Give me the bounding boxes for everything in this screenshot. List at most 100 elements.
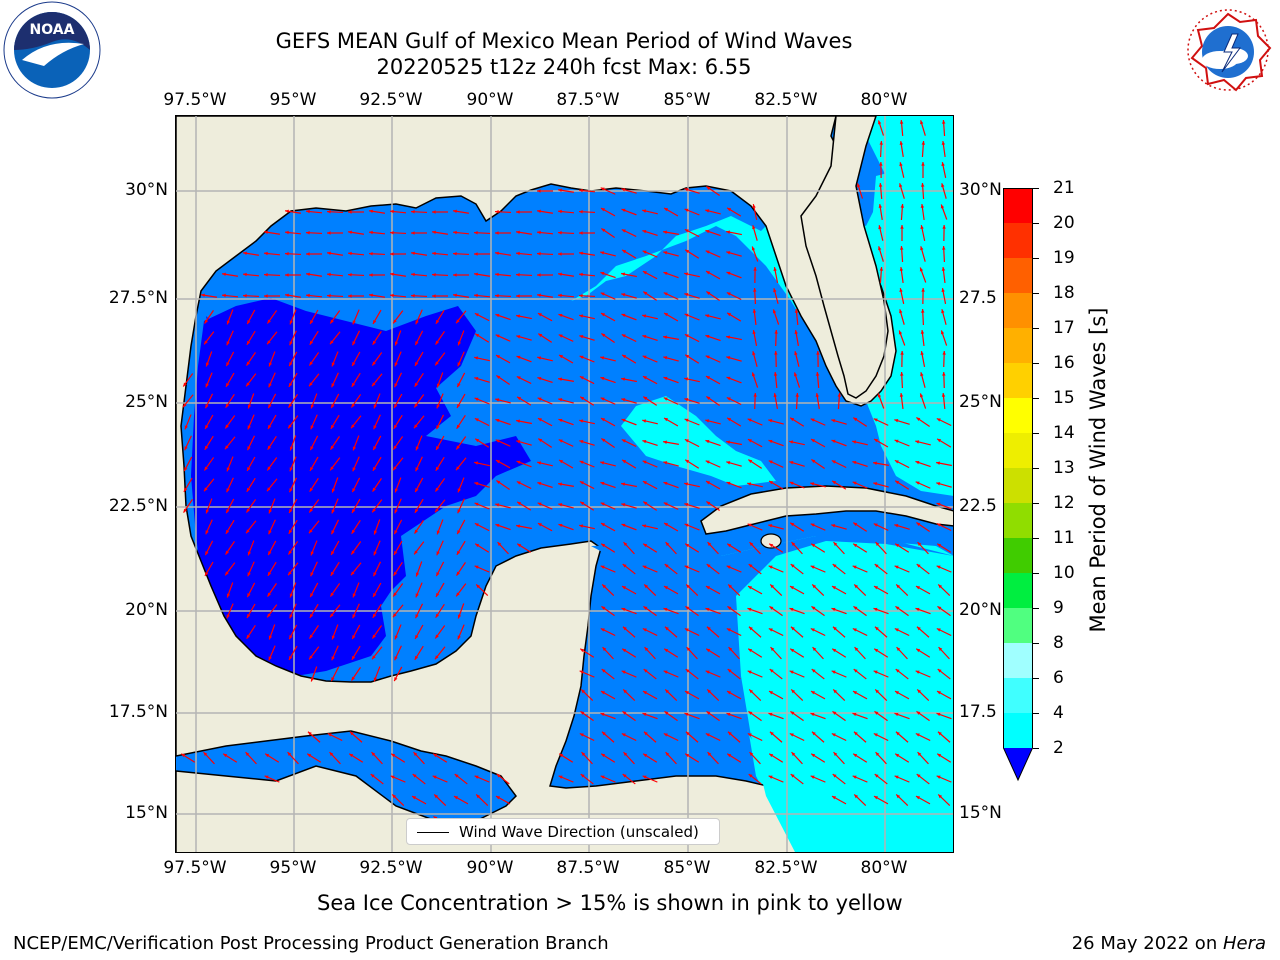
lat-label: 30°N <box>125 180 168 200</box>
wind-wave-arrowhead <box>453 293 457 298</box>
wind-wave-arrowhead <box>329 752 334 756</box>
lon-label: 97.5°W <box>163 858 227 878</box>
wind-wave-arrowhead <box>831 439 836 444</box>
wind-wave-arrowhead <box>832 711 837 715</box>
wind-wave-arrowhead <box>853 691 857 695</box>
colorbar-segment <box>1003 293 1033 329</box>
wind-wave-arrowhead <box>289 488 293 493</box>
wind-wave-arrowhead <box>941 162 945 167</box>
wind-wave-arrowhead <box>600 271 605 276</box>
wind-wave-arrowhead <box>916 522 921 526</box>
wind-wave-arrowhead <box>226 341 230 346</box>
wind-wave-arrowhead <box>537 461 542 465</box>
wind-wave-arrowhead <box>204 487 208 492</box>
land-cuba <box>700 485 953 535</box>
wind-wave-arrowhead <box>474 502 479 506</box>
wind-wave-arrowhead <box>225 403 230 408</box>
wind-wave-arrowhead <box>310 404 315 409</box>
wind-wave-arrowhead <box>474 461 479 465</box>
wind-wave-arrowhead <box>936 482 941 486</box>
wind-wave-arrowhead <box>643 501 648 506</box>
wind-wave-arrowhead <box>373 677 378 682</box>
wind-wave-arrowhead <box>456 319 460 324</box>
colorbar-segment <box>1003 398 1033 434</box>
wind-wave-arrowhead <box>414 550 418 555</box>
wind-wave-arrowhead <box>854 794 859 799</box>
wind-wave-arrowhead <box>436 383 441 388</box>
wind-wave-arrowhead <box>895 480 900 485</box>
wind-wave-arrowhead <box>309 487 314 492</box>
wind-wave-arrowhead <box>601 731 606 736</box>
noaa-logo-text: NOAA <box>30 22 75 38</box>
wind-wave-arrowhead <box>919 267 924 272</box>
wind-wave-arrowhead <box>453 230 457 235</box>
wind-wave-arrowhead <box>705 250 710 254</box>
wind-wave-arrowhead <box>600 356 605 360</box>
wind-wave-arrowhead <box>937 731 942 736</box>
colorbar-tick-mark <box>1033 713 1039 714</box>
wind-wave-arrowhead <box>537 376 542 381</box>
wind-wave-arrowhead <box>285 209 289 214</box>
wind-wave-arrowhead <box>642 355 647 359</box>
wind-wave-arrowhead <box>602 647 607 651</box>
wind-wave-arrowhead <box>497 542 502 546</box>
wind-wave-arrowhead <box>394 509 398 514</box>
wind-wave-arrowhead <box>873 607 878 612</box>
wind-wave-arrowhead <box>663 502 668 506</box>
wind-wave-arrowhead <box>288 550 292 555</box>
wind-wave-arrowhead <box>705 460 710 464</box>
wind-wave-arrowhead <box>832 480 837 485</box>
wind-wave-arrowhead <box>415 614 419 619</box>
wind-wave-arrowhead <box>942 225 946 229</box>
wind-wave-arrowhead <box>372 634 376 639</box>
lat-label: 15°N <box>125 803 168 823</box>
lon-label: 90°W <box>466 858 514 878</box>
wind-wave-arrowhead <box>601 438 606 442</box>
wind-wave-arrowhead <box>810 712 815 717</box>
wind-wave-arrowhead <box>705 229 710 234</box>
wind-wave-arrowhead <box>916 648 921 653</box>
wind-wave-arrowhead <box>852 460 857 465</box>
wind-wave-arrowhead <box>457 341 462 346</box>
wind-wave-arrowhead <box>308 529 313 534</box>
wind-wave-arrowhead <box>457 362 461 367</box>
wind-wave-arrowhead <box>664 564 669 568</box>
wind-wave-arrowhead <box>285 293 289 298</box>
wind-wave-arrowhead <box>811 439 815 443</box>
wind-wave-arrowhead <box>622 648 627 653</box>
wind-wave-arrowhead <box>621 607 626 612</box>
wind-wave-arrowhead <box>579 272 583 277</box>
wind-wave-arrowhead <box>331 488 336 493</box>
wind-wave-arrowhead <box>268 424 272 429</box>
wind-wave-arrowhead <box>246 487 251 492</box>
wind-wave-arrowhead <box>856 183 861 188</box>
lon-label: 95°W <box>269 90 317 110</box>
wind-wave-arrowhead <box>392 794 397 799</box>
wind-wave-arrowhead <box>942 351 946 355</box>
wind-wave-arrowhead <box>225 571 229 576</box>
wind-wave-arrowhead <box>495 272 499 277</box>
wind-wave-arrowhead <box>411 231 415 235</box>
wind-wave-arrowhead <box>474 775 479 779</box>
wind-wave-arrowhead <box>833 752 838 756</box>
wind-wave-arrowhead <box>435 487 439 492</box>
wind-wave-arrowhead <box>684 418 689 422</box>
wind-wave-arrowhead <box>873 670 878 674</box>
wind-wave-arrowhead <box>205 509 210 514</box>
wind-wave-arrowhead <box>853 753 858 758</box>
colorbar-segment <box>1003 538 1033 574</box>
wind-wave-arrowhead <box>915 607 920 612</box>
wind-wave-arrowhead <box>247 320 251 325</box>
wind-wave-arrowhead <box>268 404 272 409</box>
wind-wave-arrowhead <box>621 334 626 338</box>
wind-wave-arrowhead <box>685 354 690 359</box>
period-band-0-2 <box>191 298 531 676</box>
wind-wave-arrowhead <box>941 309 945 314</box>
wind-wave-arrowhead <box>601 333 606 337</box>
wind-wave-arrowhead <box>663 481 668 486</box>
wind-wave-arrowhead <box>474 231 478 235</box>
wind-wave-arrowhead <box>495 418 500 423</box>
wind-wave-arrowhead <box>772 309 777 314</box>
wind-wave-arrowhead <box>226 362 230 367</box>
wind-wave-arrowhead <box>436 551 440 556</box>
